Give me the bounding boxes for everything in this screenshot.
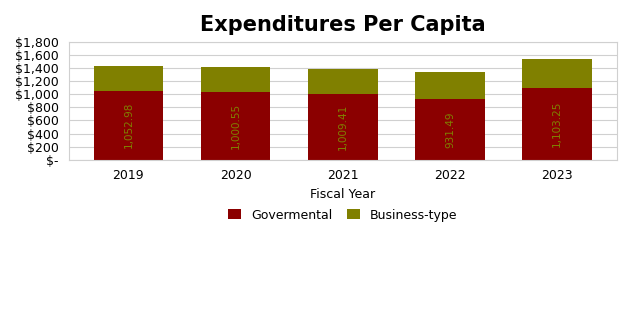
Bar	[415, 99, 485, 160]
Bar	[308, 69, 378, 94]
Text: 403.62: 403.62	[432, 81, 468, 91]
Text: 1,009.41: 1,009.41	[337, 104, 348, 150]
Title: Expenditures Per Capita: Expenditures Per Capita	[200, 15, 485, 35]
Text: 387.82: 387.82	[217, 75, 254, 85]
Legend: Govermental, Business-type: Govermental, Business-type	[224, 203, 462, 227]
Bar	[523, 88, 592, 160]
Bar	[94, 91, 163, 160]
Text: 1,103.25: 1,103.25	[552, 100, 562, 147]
Bar	[308, 94, 378, 160]
Bar	[201, 92, 270, 160]
Text: 1,052.98: 1,052.98	[123, 102, 133, 149]
Text: 387.23: 387.23	[110, 73, 147, 83]
Bar	[415, 72, 485, 99]
Bar	[201, 67, 270, 92]
Text: 931.49: 931.49	[445, 111, 455, 148]
X-axis label: Fiscal Year: Fiscal Year	[310, 188, 375, 201]
Text: 1,000.55: 1,000.55	[231, 103, 241, 149]
Text: 436.08: 436.08	[539, 68, 575, 78]
Text: 378.81: 378.81	[325, 76, 361, 86]
Bar	[94, 66, 163, 91]
Bar	[523, 59, 592, 88]
